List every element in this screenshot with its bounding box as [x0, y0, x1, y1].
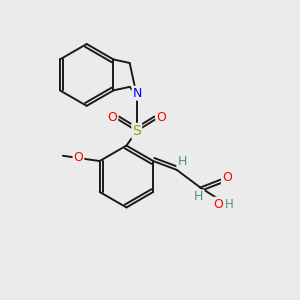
Text: O: O [156, 111, 166, 124]
Text: O: O [222, 171, 232, 184]
Text: O: O [213, 198, 223, 211]
Text: H: H [177, 154, 187, 167]
Text: S: S [132, 124, 141, 138]
Text: O: O [74, 151, 83, 164]
Text: O: O [107, 111, 117, 124]
Text: N: N [133, 87, 142, 100]
Text: H: H [225, 198, 234, 211]
Text: H: H [194, 190, 203, 203]
